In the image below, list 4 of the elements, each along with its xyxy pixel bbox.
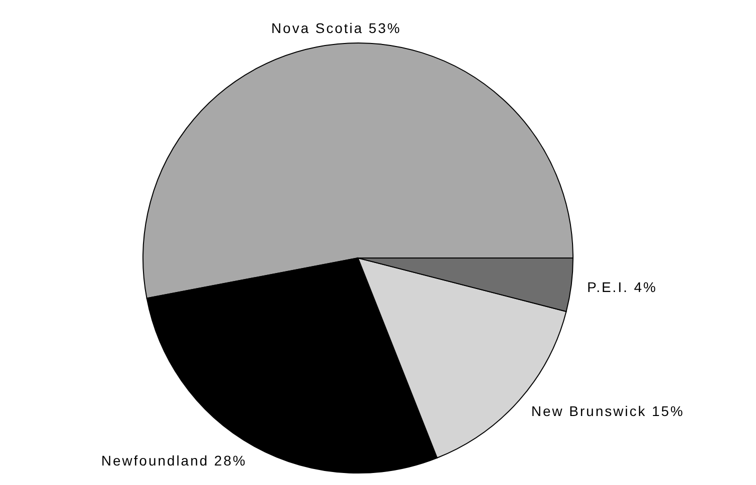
slice-label: Newfoundland 28% xyxy=(101,452,247,468)
slice-label: New Brunswick 15% xyxy=(531,402,684,419)
slice-label: P.E.I. 4% xyxy=(587,278,658,295)
slice-label: Nova Scotia 53% xyxy=(271,20,402,36)
